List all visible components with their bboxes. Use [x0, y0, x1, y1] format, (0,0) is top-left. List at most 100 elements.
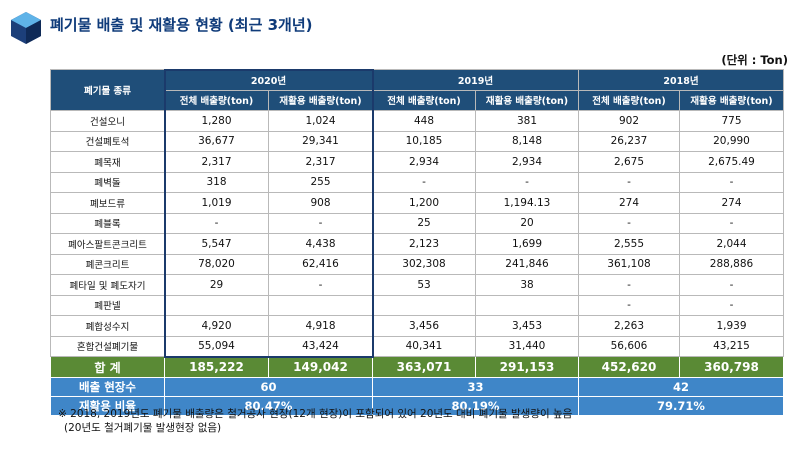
total-emission-header: 전체 배출량(ton): [164, 89, 269, 111]
recycle-emission-cell: 38: [475, 274, 579, 296]
total-emission-cell: 26,237: [578, 130, 680, 152]
recycle-emission-cell: 2,044: [679, 233, 784, 255]
unit-label: (단위 : Ton): [721, 53, 788, 67]
recycle-emission-cell: 274: [679, 192, 784, 214]
total-emission-cell: -: [578, 212, 680, 234]
recycle-emission-cell: 288,886: [679, 253, 784, 275]
total-value: 149,042: [268, 356, 373, 378]
total-emission-cell: 2,123: [372, 233, 476, 255]
recycle-emission-cell: 908: [268, 192, 373, 214]
page-title: 폐기물 배출 및 재활용 현황 (최근 3개년): [50, 16, 313, 34]
total-emission-cell: 36,677: [164, 130, 269, 152]
category-cell: 폐합성수지: [50, 315, 165, 337]
recycle-emission-cell: 43,424: [268, 335, 373, 357]
total-emission-cell: 78,020: [164, 253, 269, 275]
recycle-emission-cell: 20: [475, 212, 579, 234]
total-emission-cell: 25: [372, 212, 476, 234]
category-cell: 폐아스팔트콘크리트: [50, 233, 165, 255]
total-value: 363,071: [372, 356, 476, 378]
total-value: 360,798: [679, 356, 784, 378]
total-label: 합 계: [50, 356, 165, 378]
table-row: 폐블록 - -25 20- -: [50, 212, 784, 234]
recycle-emission-cell: 255: [268, 171, 373, 193]
table-row: 폐보드류 1,019 908 1,200 1,194.13 274 274: [50, 192, 784, 214]
recycle-emission-cell: 62,416: [268, 253, 373, 275]
ratio-value: 80.47%: [164, 396, 373, 416]
recycle-emission-cell: 241,846: [475, 253, 579, 275]
category-cell: 폐블록: [50, 212, 165, 234]
total-emission-cell: -: [372, 171, 476, 193]
total-emission-cell: 56,606: [578, 335, 680, 357]
total-emission-cell: 902: [578, 110, 680, 132]
table-row: 폐아스팔트콘크리트 5,547 4,438 2,123 1,699 2,555 2,044: [50, 233, 784, 255]
recycle-emission-cell: 8,148: [475, 130, 579, 152]
recycle-emission-header: 재활용 배출량(ton): [268, 89, 373, 111]
table-row: 건설폐토석 36,677 29,341 10,185 8,148 26,237 20,990: [50, 130, 784, 152]
recycle-emission-cell: 20,990: [679, 130, 784, 152]
ratio-row: 재활용 비율 80.47% 80.19% 79.71%: [50, 396, 784, 416]
total-emission-cell: 10,185: [372, 130, 476, 152]
total-emission-cell: 361,108: [578, 253, 680, 275]
recycle-emission-cell: -: [679, 171, 784, 193]
total-emission-cell: -: [578, 171, 680, 193]
recycle-emission-cell: 43,215: [679, 335, 784, 357]
recycle-emission-cell: 4,918: [268, 315, 373, 337]
recycle-emission-cell: 3,453: [475, 315, 579, 337]
logo-icon: [11, 12, 41, 44]
recycle-emission-cell: 1,024: [268, 110, 373, 132]
recycle-emission-cell: 1,194.13: [475, 192, 579, 214]
total-emission-cell: 4,920: [164, 315, 269, 337]
total-emission-cell: 274: [578, 192, 680, 214]
total-emission-cell: 2,317: [164, 151, 269, 173]
header-row-years: 폐기물 종류 2020년 2019년 2018년: [50, 69, 784, 111]
recycle-emission-cell: 775: [679, 110, 784, 132]
ratio-label: 재활용 비율: [50, 396, 165, 416]
total-value: 452,620: [578, 356, 680, 378]
total-emission-cell: 318: [164, 171, 269, 193]
total-emission-cell: 40,341: [372, 335, 476, 357]
sites-row: 배출 현장수 60 33 42: [50, 377, 784, 397]
total-emission-cell: [372, 294, 476, 316]
total-emission-cell: 1,019: [164, 192, 269, 214]
recycle-emission-cell: 2,934: [475, 151, 579, 173]
total-emission-cell: 2,263: [578, 315, 680, 337]
recycle-emission-cell: 31,440: [475, 335, 579, 357]
table-row: 폐판넬 - -: [50, 294, 784, 316]
recycle-emission-cell: 4,438: [268, 233, 373, 255]
category-cell: 혼합건설폐기물: [50, 335, 165, 357]
recycle-emission-cell: [268, 294, 373, 316]
total-row: 합 계 185,222 149,042 363,071 291,153 452,…: [50, 356, 784, 378]
total-emission-header: 전체 배출량(ton): [578, 89, 680, 111]
total-emission-cell: 1,280: [164, 110, 269, 132]
recycle-emission-header: 재활용 배출량(ton): [679, 89, 784, 111]
table-row: 건설오니 1,280 1,024 448 381 902 775: [50, 110, 784, 132]
category-cell: 폐벽돌: [50, 171, 165, 193]
recycle-emission-cell: -: [268, 212, 373, 234]
year-header: 2018년: [578, 69, 784, 91]
sites-label: 배출 현장수: [50, 377, 165, 397]
total-emission-cell: 1,200: [372, 192, 476, 214]
category-header: 폐기물 종류: [50, 69, 165, 111]
recycle-emission-cell: [475, 294, 579, 316]
total-emission-cell: 2,555: [578, 233, 680, 255]
total-emission-cell: 302,308: [372, 253, 476, 275]
category-cell: 건설폐토석: [50, 130, 165, 152]
total-emission-cell: 448: [372, 110, 476, 132]
recycle-emission-cell: 2,675.49: [679, 151, 784, 173]
recycle-emission-header: 재활용 배출량(ton): [475, 89, 579, 111]
total-emission-cell: 55,094: [164, 335, 269, 357]
category-cell: 폐보드류: [50, 192, 165, 214]
total-emission-cell: -: [578, 294, 680, 316]
recycle-emission-cell: -: [475, 171, 579, 193]
total-emission-cell: -: [578, 274, 680, 296]
table-row: 폐벽돌 318 255- - - -: [50, 171, 784, 193]
total-emission-cell: 29: [164, 274, 269, 296]
waste-table: 폐기물 종류 2020년 2019년 2018년 전체 배출량(ton) 재활용…: [50, 69, 784, 416]
recycle-emission-cell: -: [268, 274, 373, 296]
recycle-emission-cell: 29,341: [268, 130, 373, 152]
recycle-emission-cell: -: [679, 274, 784, 296]
total-emission-cell: 5,547: [164, 233, 269, 255]
table-row: 폐타일 및 폐도자기 29-53 38- -: [50, 274, 784, 296]
total-emission-cell: 3,456: [372, 315, 476, 337]
category-cell: 건설오니: [50, 110, 165, 132]
